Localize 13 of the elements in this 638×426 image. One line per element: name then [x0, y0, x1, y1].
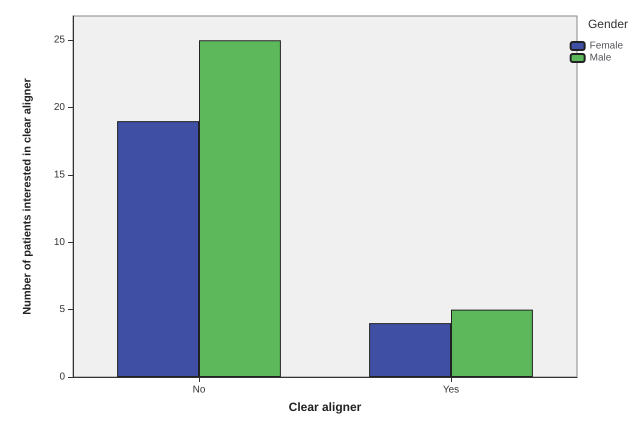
x-axis-title: Clear aligner — [288, 400, 362, 414]
legend-label: Male — [590, 52, 612, 64]
y-axis-title: Number of patients interested in clear aligner — [22, 78, 34, 315]
x-tick-label: Yes — [442, 384, 460, 396]
x-tick-label: No — [192, 384, 206, 396]
y-tick-label: 5 — [59, 304, 66, 316]
legend-title: Gender — [588, 17, 628, 31]
y-tick-label: 0 — [59, 372, 66, 382]
y-tick-label: 25 — [54, 34, 66, 46]
legend-label: Female — [590, 40, 624, 52]
y-tick-label: 10 — [54, 236, 66, 248]
y-tick-label: 20 — [54, 102, 66, 114]
y-tick-label: 15 — [54, 169, 66, 180]
